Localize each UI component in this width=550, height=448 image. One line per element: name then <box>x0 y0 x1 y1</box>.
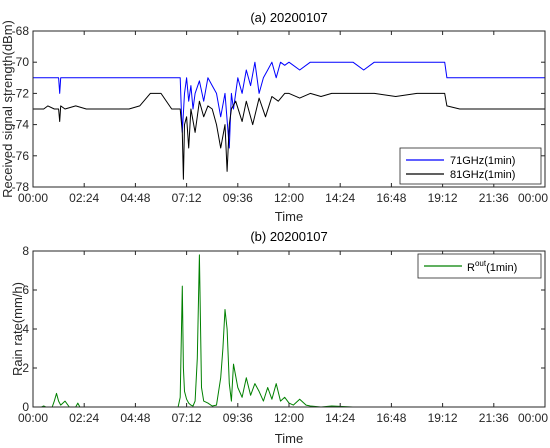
legend-label-rain-suffix: (1min) <box>486 262 517 274</box>
panel-a-legend-box <box>399 147 542 185</box>
panel-a-y-tick-label-5: -78 <box>12 180 30 194</box>
panel-a-legend: 71GHz(1min) 81GHz(1min) <box>399 147 542 185</box>
legend-label-rain-base: R <box>467 262 475 274</box>
panel-b-y-tick-label-3: 6 <box>22 283 29 297</box>
panel-a-x-ticks: 00:00 02:24 04:48 07:12 09:36 12:00 14:24 16:48… <box>18 31 548 205</box>
panel-a-y-tick-label-0: -68 <box>12 24 30 38</box>
panel-b-x-tick-label-1: 02:24 <box>69 411 99 425</box>
panel-a-x-tick-label-3: 07:12 <box>172 191 202 205</box>
panel-b-x-tick-label-0: 00:00 <box>18 411 48 425</box>
legend-label-71ghz: 71GHz(1min) <box>450 155 515 167</box>
panel-b-series-line-0 <box>33 254 545 408</box>
panel-a-x-tick-label-8: 19:12 <box>428 191 458 205</box>
panel-a-x-tick-label-2: 04:48 <box>120 191 150 205</box>
panel-a-x-axis-label: Time <box>275 209 303 224</box>
panel-a-series-group <box>33 61 545 180</box>
panel-a: (a) 20200107 -68 -70 -72 -74 -76 -78 00:00 02:… <box>0 10 548 224</box>
panel-b-y-axis-label: Rain rate(mm/h) <box>10 282 25 376</box>
panel-b-x-tick-label-9: 21:36 <box>479 411 509 425</box>
panel-a-series-line-1 <box>33 92 545 180</box>
panel-b-x-tick-label-2: 04:48 <box>120 411 150 425</box>
panel-a-y-tick-label-3: -74 <box>12 118 30 132</box>
panel-b-x-axis-label: Time <box>275 431 303 446</box>
panel-a-y-tick-label-2: -72 <box>12 86 30 100</box>
panel-a-series-line-0 <box>33 61 545 149</box>
panel-b-title: (b) 20200107 <box>250 229 327 244</box>
panel-a-x-tick-label-4: 09:36 <box>223 191 253 205</box>
panel-a-y-tick-label-1: -70 <box>12 55 30 69</box>
panel-a-y-tick-label-4: -76 <box>12 149 30 163</box>
panel-a-title: (a) 20200107 <box>250 10 327 25</box>
panel-a-x-tick-label-1: 02:24 <box>69 191 99 205</box>
legend-label-rain: Rout(1min) <box>467 259 517 274</box>
panel-a-x-tick-label-10: 00:00 <box>518 191 548 205</box>
panel-a-y-axis-label: Received signal strength(dBm) <box>0 20 15 198</box>
panel-b-x-tick-label-5: 12:00 <box>274 411 304 425</box>
panel-b-series-group <box>33 254 545 408</box>
panel-a-x-tick-label-9: 21:36 <box>479 191 509 205</box>
panel-a-x-tick-label-7: 16:48 <box>376 191 406 205</box>
panel-a-x-tick-label-5: 12:00 <box>274 191 304 205</box>
panel-b-x-tick-label-10: 00:00 <box>518 411 548 425</box>
panel-b-y-tick-label-4: 8 <box>22 244 29 258</box>
panel-b-y-tick-label-0: 0 <box>22 400 29 414</box>
panel-b-legend: Rout(1min) <box>417 253 542 279</box>
panel-b-y-ticks: 0 2 4 6 8 <box>22 244 545 414</box>
panel-b-x-tick-label-3: 07:12 <box>172 411 202 425</box>
panel-a-x-tick-label-0: 00:00 <box>18 191 48 205</box>
legend-label-rain-sup: out <box>475 259 487 268</box>
panel-b-x-tick-label-8: 19:12 <box>428 411 458 425</box>
panel-b-x-tick-label-4: 09:36 <box>223 411 253 425</box>
panel-a-x-tick-label-6: 14:24 <box>325 191 355 205</box>
panel-a-y-ticks: -68 -70 -72 -74 -76 -78 <box>12 24 545 194</box>
panel-b-x-tick-label-6: 14:24 <box>325 411 355 425</box>
panel-b-y-tick-label-1: 2 <box>22 361 29 375</box>
panel-b-x-tick-label-7: 16:48 <box>376 411 406 425</box>
panel-b-y-tick-label-2: 4 <box>22 322 29 336</box>
legend-label-81ghz: 81GHz(1min) <box>450 169 515 181</box>
